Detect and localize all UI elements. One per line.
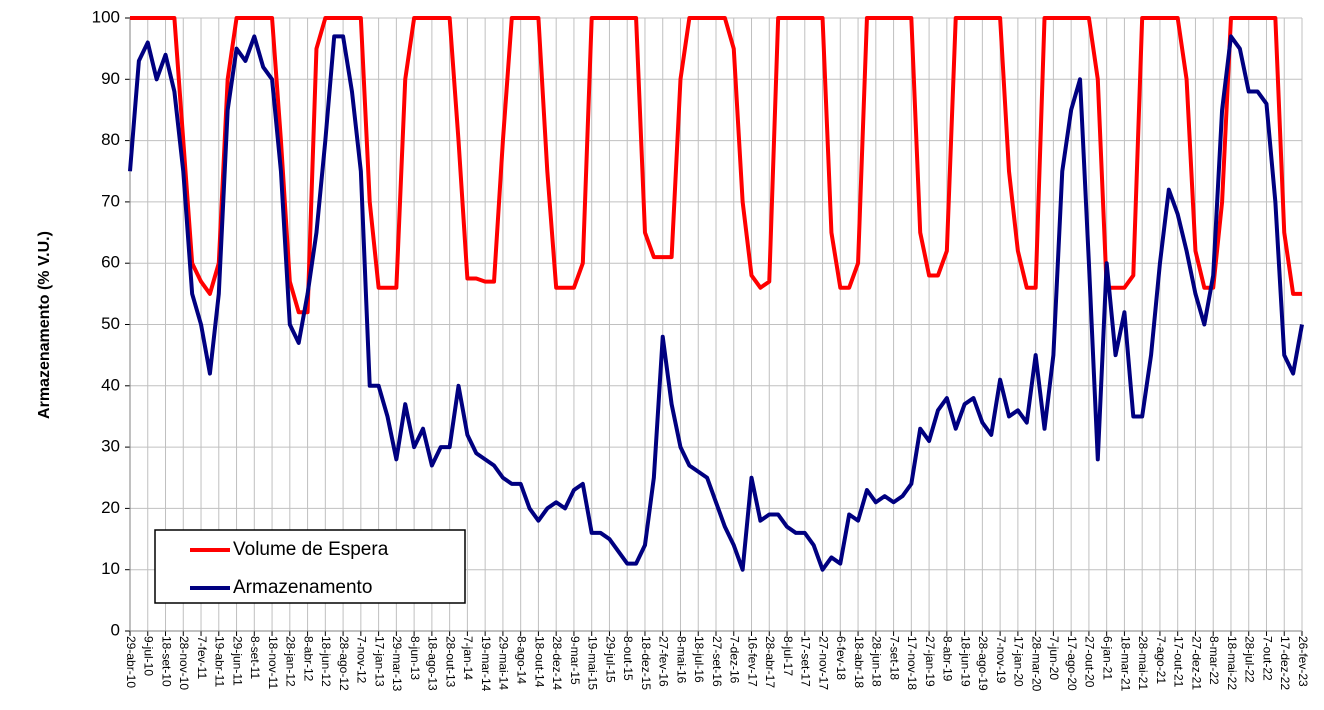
legend-label: Armazenamento (233, 577, 372, 598)
x-tick-label: 18-jun-19 (958, 636, 972, 687)
x-tick-label: 8-jul-17 (781, 636, 795, 676)
x-tick-label: 18-mai-22 (1225, 636, 1239, 690)
x-tick-label: 29-mar-13 (390, 636, 404, 692)
y-tick-label: 10 (101, 559, 120, 578)
x-tick-label: 27-jan-19 (923, 636, 937, 687)
x-tick-label: 17-nov-18 (905, 636, 919, 690)
x-tick-label: 7-dez-16 (728, 636, 742, 684)
x-tick-label: 29-mai-14 (497, 636, 511, 690)
legend-box (154, 529, 466, 604)
x-tick-label: 8-ago-14 (514, 636, 528, 684)
x-tick-label: 8-mar-22 (1207, 636, 1221, 685)
x-tick-label: 18-out-14 (532, 636, 546, 688)
x-tick-label: 28-ago-19 (976, 636, 990, 691)
x-tick-label: 9-jul-10 (142, 636, 156, 676)
y-tick-label: 0 (111, 620, 120, 639)
y-tick-label: 80 (101, 130, 120, 149)
x-tick-label: 17-dez-22 (1278, 636, 1292, 690)
x-tick-label: 28-jun-18 (870, 636, 884, 687)
x-tick-label: 19-mar-14 (479, 636, 493, 692)
x-tick-label: 18-jun-12 (319, 636, 333, 687)
x-tick-label: 18-dez-15 (639, 636, 653, 690)
x-tick-label: 19-abr-11 (213, 636, 227, 687)
y-tick-label: 60 (101, 253, 120, 272)
x-tick-label: 29-jul-15 (603, 636, 617, 683)
x-tick-label: 17-ago-20 (1065, 636, 1079, 691)
y-tick-label: 40 (101, 375, 120, 394)
x-tick-label: 18-ago-13 (426, 636, 440, 691)
x-tick-label: 17-out-21 (1172, 636, 1186, 688)
x-tick-label: 7-fev-11 (195, 636, 209, 679)
x-tick-label: 7-set-18 (887, 636, 901, 680)
x-tick-label: 27-out-20 (1083, 636, 1097, 688)
x-tick-label: 7-nov-12 (355, 636, 369, 684)
x-tick-label: 6-fev-18 (834, 636, 848, 680)
y-tick-label: 90 (101, 69, 120, 88)
x-tick-label: 6-jan-21 (1100, 636, 1114, 680)
x-tick-label: 29-jun-11 (230, 636, 244, 686)
x-tick-label: 27-fev-16 (657, 636, 671, 687)
x-tick-label: 18-mar-21 (1118, 636, 1132, 692)
x-tick-label: 28-abr-17 (763, 636, 777, 688)
x-tick-label: 28-mai-21 (1136, 636, 1150, 690)
x-tick-label: 18-jul-16 (692, 636, 706, 683)
x-tick-label: 7-jun-20 (1047, 636, 1061, 680)
x-tick-label: 28-jul-22 (1243, 636, 1257, 683)
y-tick-label: 70 (101, 191, 120, 210)
x-tick-label: 17-jan-13 (372, 636, 386, 687)
x-tick-label: 8-mai-16 (674, 636, 688, 684)
x-tick-label: 28-jan-12 (284, 636, 298, 687)
x-tick-label: 19-mai-15 (586, 636, 600, 690)
x-tick-label: 17-jan-20 (1012, 636, 1026, 687)
x-tick-label: 27-set-16 (710, 636, 724, 687)
x-tick-label: 8-abr-12 (301, 636, 315, 682)
x-tick-label: 9-mar-15 (568, 636, 582, 685)
x-tick-label: 7-ago-21 (1154, 636, 1168, 684)
y-tick-label: 100 (92, 7, 120, 26)
x-tick-label: 8-set-11 (248, 636, 262, 679)
x-tick-label: 29-abr-10 (124, 636, 138, 688)
x-tick-label: 28-nov-10 (177, 636, 191, 690)
y-tick-label: 50 (101, 314, 120, 333)
x-tick-label: 7-out-22 (1260, 636, 1274, 681)
x-tick-label: 7-jan-14 (461, 636, 475, 680)
x-tick-label: 8-jun-13 (408, 636, 422, 680)
x-tick-label: 26-fev-23 (1296, 636, 1310, 687)
x-tick-label: 7-nov-19 (994, 636, 1008, 684)
x-tick-label: 27-nov-17 (816, 636, 830, 690)
y-axis-title: Armazenamento (% V.U.) (36, 231, 53, 419)
x-tick-label: 17-set-17 (799, 636, 813, 687)
y-tick-label: 20 (101, 498, 120, 517)
series-line (128, 34, 1304, 572)
x-tick-label: 18-set-10 (159, 636, 173, 687)
x-tick-label: 27-dez-21 (1189, 636, 1203, 690)
x-tick-label: 8-abr-19 (941, 636, 955, 682)
x-tick-label: 28-out-13 (443, 636, 457, 688)
x-tick-label: 18-abr-18 (852, 636, 866, 688)
x-tick-label: 28-mar-20 (1029, 636, 1043, 692)
x-tick-label: 18-nov-11 (266, 636, 280, 689)
y-tick-label: 30 (101, 437, 120, 456)
legend-label: Volume de Espera (233, 539, 389, 560)
x-tick-label: 8-out-15 (621, 636, 635, 681)
x-tick-label: 28-ago-12 (337, 636, 351, 691)
x-tick-label: 16-fev-17 (745, 636, 759, 687)
x-tick-label: 28-dez-14 (550, 636, 564, 690)
